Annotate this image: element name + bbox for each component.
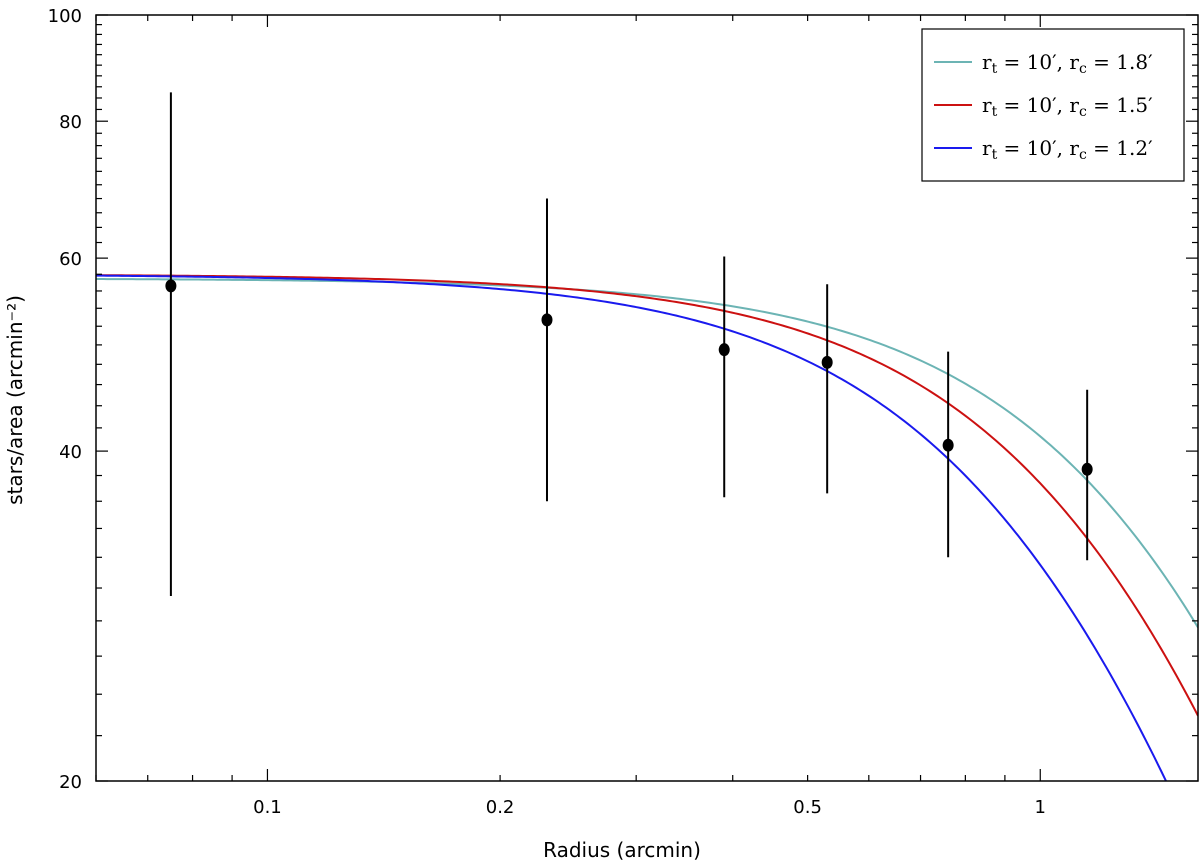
legend-label-2: rt = 10′, rc = 1.5′ — [982, 93, 1153, 120]
data-point-1 — [165, 279, 177, 293]
y-tick-label: 80 — [59, 112, 82, 133]
series-1-line — [96, 278, 1198, 628]
data-point-2 — [541, 313, 553, 327]
data-point-4 — [821, 355, 833, 369]
data-point-5 — [942, 438, 954, 452]
y-tick-label: 100 — [48, 6, 82, 27]
y-tick-label: 20 — [59, 772, 82, 793]
plot-frame — [95, 14, 1199, 782]
legend: rt = 10′, rc = 1.8′ rt = 10′, rc = 1.5′ rt… — [921, 28, 1185, 182]
legend-label-1: rt = 10′, rc = 1.8′ — [982, 50, 1153, 77]
x-axis-ticks: 0.1 0.2 0.5 1 — [95, 15, 1046, 818]
x-tick-label: 0.5 — [793, 797, 822, 818]
y-axis-label: stars/area (arcmin⁻²) — [3, 295, 27, 505]
x-axis-label: Radius (arcmin) — [543, 838, 701, 862]
legend-label-3: rt = 10′, rc = 1.2′ — [982, 136, 1153, 163]
series-3-line — [96, 274, 1168, 781]
data-point-6 — [1081, 462, 1093, 476]
x-tick-label: 1 — [1035, 797, 1046, 818]
y-axis-ticks: 20 40 60 80 100 — [48, 6, 1198, 793]
y-tick-label: 60 — [59, 249, 82, 270]
data-point-3 — [718, 343, 730, 357]
x-tick-label: 0.1 — [253, 797, 282, 818]
model-curves — [96, 274, 1198, 781]
data-points — [165, 92, 1093, 597]
x-tick-label: 0.2 — [486, 797, 515, 818]
series-2-line — [96, 274, 1198, 717]
y-tick-label: 40 — [59, 442, 82, 463]
